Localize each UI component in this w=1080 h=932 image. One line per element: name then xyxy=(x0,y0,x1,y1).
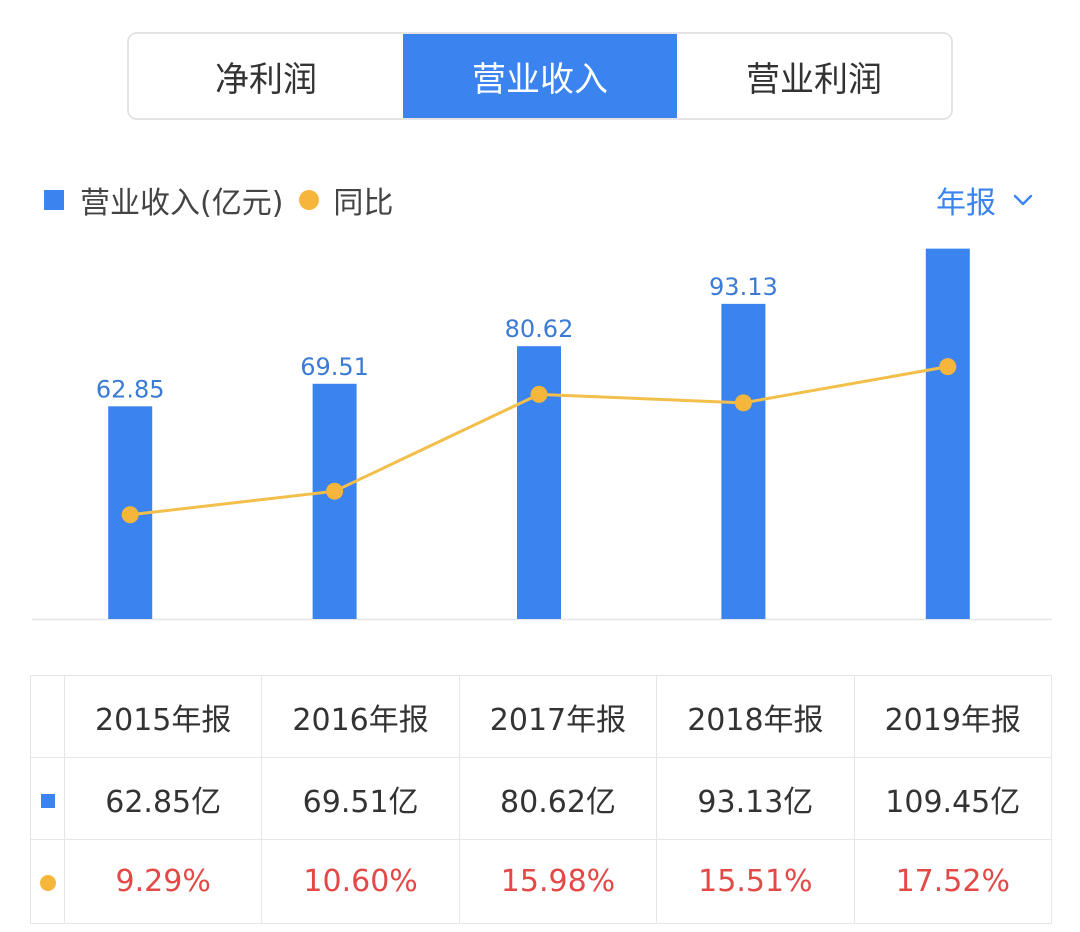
period-label: 年报 xyxy=(936,186,996,221)
bar-value-label: 109.45 xyxy=(906,240,990,246)
tab-operating-profit[interactable]: 营业利润 xyxy=(677,34,951,118)
table-cell-yoy: 9.29% xyxy=(63,839,263,924)
legend-line-label: 同比 xyxy=(333,186,394,221)
metric-tabs: 净利润 营业收入 营业利润 xyxy=(127,32,953,120)
table-corner-cell xyxy=(30,675,65,758)
data-table: 2015年报 2016年报 2017年报 2018年报 2019年报 62.85… xyxy=(30,675,1053,924)
chart-legend: 营业收入(亿元) 同比 xyxy=(44,178,393,222)
table-header-cell: 2016年报 xyxy=(261,675,460,758)
table-cell-yoy: 17.52% xyxy=(853,839,1053,924)
table-row-yoy: 9.29% 10.60% 15.98% 15.51% 17.52% xyxy=(30,839,1053,924)
table-cell-revenue: 69.51亿 xyxy=(261,757,460,840)
yoy-point xyxy=(326,482,344,500)
table-cell-revenue: 62.85亿 xyxy=(63,757,263,840)
yoy-point xyxy=(530,385,548,403)
yoy-point xyxy=(121,506,139,524)
bar-value-label: 80.62 xyxy=(505,315,574,343)
tab-revenue[interactable]: 营业收入 xyxy=(403,34,677,118)
bar-value-label: 62.85 xyxy=(96,375,165,403)
table-header-cell: 2015年报 xyxy=(63,675,263,758)
revenue-bar xyxy=(925,248,970,619)
yoy-point xyxy=(939,358,957,376)
table-cell-yoy: 15.51% xyxy=(656,839,855,924)
tab-net-profit[interactable]: 净利润 xyxy=(129,34,403,118)
table-header-row: 2015年报 2016年报 2017年报 2018年报 2019年报 xyxy=(30,675,1053,758)
period-selector[interactable]: 年报 xyxy=(936,178,1034,222)
bar-marker-icon xyxy=(40,794,55,808)
revenue-bar xyxy=(312,383,357,619)
bar-value-label: 93.13 xyxy=(709,273,778,301)
revenue-row-marker xyxy=(30,757,65,840)
legend-line-swatch xyxy=(299,190,320,210)
table-cell-revenue: 93.13亿 xyxy=(656,757,855,840)
table-header-cell: 2019年报 xyxy=(853,675,1053,758)
table-row-revenue: 62.85亿 69.51亿 80.62亿 93.13亿 109.45亿 xyxy=(30,757,1053,840)
table-cell-yoy: 10.60% xyxy=(261,839,460,924)
legend-bar-swatch xyxy=(44,190,64,210)
revenue-bar xyxy=(721,303,766,619)
chevron-down-icon xyxy=(1013,194,1033,206)
table-cell-yoy: 15.98% xyxy=(458,839,658,924)
table-header-cell: 2017年报 xyxy=(458,675,658,758)
dot-marker-icon xyxy=(39,875,56,891)
revenue-chart: 62.85 69.51 80.62 93.13 109.45 xyxy=(32,240,1052,621)
bar-value-label: 69.51 xyxy=(300,353,369,381)
yoy-point xyxy=(734,394,752,412)
yoy-row-marker xyxy=(30,839,65,924)
table-header-cell: 2018年报 xyxy=(656,675,855,758)
legend-bar-label: 营业收入(亿元) xyxy=(80,186,284,221)
table-cell-revenue: 109.45亿 xyxy=(853,757,1053,840)
table-cell-revenue: 80.62亿 xyxy=(458,757,658,840)
